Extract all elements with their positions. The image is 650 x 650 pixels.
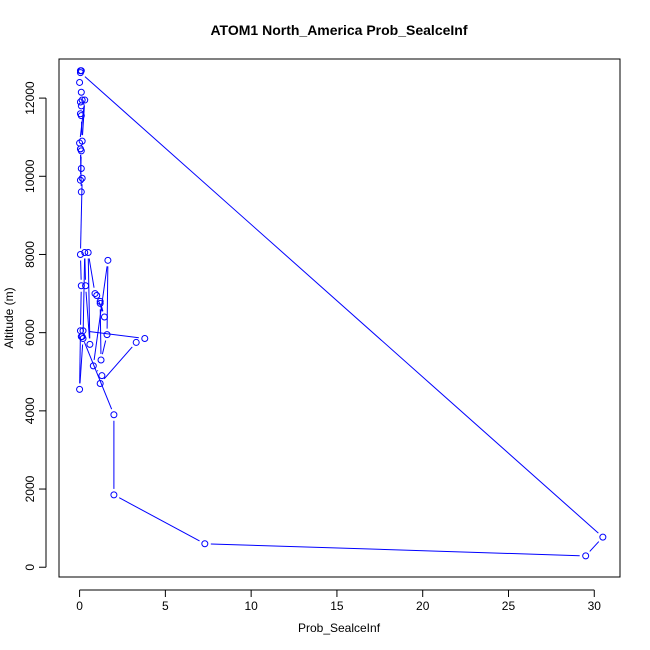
series-line-segment: [83, 341, 113, 410]
series-line-segment: [96, 370, 99, 372]
data-point: [91, 290, 99, 298]
series-line-segment: [85, 291, 90, 339]
data-point: [78, 333, 86, 341]
x-tick-label: 10: [244, 599, 258, 613]
series-line-segment: [84, 258, 86, 280]
series-line-segment: [87, 258, 91, 339]
chart-title: ATOM1 North_America Prob_SealceInf: [210, 22, 467, 38]
series-line-segment: [80, 184, 83, 249]
data-point: [76, 385, 84, 393]
data-point: [98, 372, 106, 380]
data-point: [76, 250, 84, 258]
data-point: [96, 299, 104, 307]
y-tick-label: 2000: [23, 475, 37, 502]
series-line-segment: [79, 105, 85, 138]
data-point: [103, 331, 111, 339]
data-point: [86, 340, 94, 348]
data-point: [582, 552, 590, 560]
series-line-segment: [84, 76, 599, 534]
series-line-segment: [93, 266, 108, 361]
data-point: [82, 282, 90, 290]
series-line-segment: [82, 258, 86, 333]
series-line-segment: [101, 307, 104, 312]
data-point: [77, 282, 85, 290]
data-point: [96, 297, 104, 305]
series-line-segment: [80, 291, 82, 325]
data-point: [76, 145, 84, 153]
data-point: [76, 78, 84, 86]
data-point: [77, 164, 85, 172]
data-point: [76, 69, 84, 77]
series-line-segment: [88, 330, 139, 339]
series-line-segment: [80, 260, 82, 280]
plot-frame: [58, 58, 621, 578]
y-tick-label: 4000: [23, 397, 37, 424]
series-line-segment: [106, 266, 109, 329]
y-axis: 0 2000 4000 6000 8000 10000 12000: [23, 81, 47, 571]
x-tick-label: 30: [588, 599, 602, 613]
data-point: [132, 338, 140, 346]
series-line-segment: [103, 346, 133, 380]
series-line-segment: [101, 340, 107, 355]
data-point: [110, 411, 118, 419]
data-point: [100, 313, 108, 321]
data-point: [84, 249, 92, 257]
y-tick-label: 12000: [23, 81, 37, 115]
series-line-segment: [79, 344, 84, 384]
data-point: [104, 256, 112, 264]
data-point: [81, 249, 89, 257]
x-axis-label: Prob_SealceInf: [298, 621, 381, 635]
y-tick-label: 6000: [23, 319, 37, 346]
data-point: [77, 112, 85, 120]
data-point: [77, 188, 85, 196]
series-layer: [76, 67, 607, 560]
y-tick-label: 0: [23, 564, 37, 571]
data-point: [93, 292, 101, 300]
data-point: [77, 102, 85, 110]
x-axis: 0 5 10 15 20 25 30: [76, 589, 602, 613]
data-point: [77, 88, 85, 96]
series-line-segment: [88, 258, 95, 288]
y-tick-label: 8000: [23, 241, 37, 268]
x-tick-label: 5: [162, 599, 169, 613]
data-point: [110, 491, 118, 499]
data-point: [201, 540, 209, 548]
data-point: [76, 176, 84, 184]
data-point: [599, 533, 607, 541]
series-line-segment: [118, 497, 200, 542]
data-point: [89, 362, 97, 370]
y-axis-label: Altitude (m): [2, 287, 16, 348]
data-point: [81, 96, 89, 104]
series-line-segment: [82, 106, 85, 136]
x-tick-label: 15: [330, 599, 344, 613]
data-point: [97, 356, 105, 364]
series-line-segment: [79, 336, 81, 384]
x-tick-label: 25: [502, 599, 516, 613]
y-tick-label: 10000: [23, 159, 37, 193]
data-point: [96, 379, 104, 387]
x-tick-label: 0: [76, 599, 83, 613]
data-point: [78, 174, 86, 182]
data-point: [76, 98, 84, 106]
x-tick-label: 20: [416, 599, 430, 613]
data-point: [141, 335, 149, 343]
series-line-segment: [589, 541, 600, 552]
series-line-segment: [210, 543, 580, 557]
